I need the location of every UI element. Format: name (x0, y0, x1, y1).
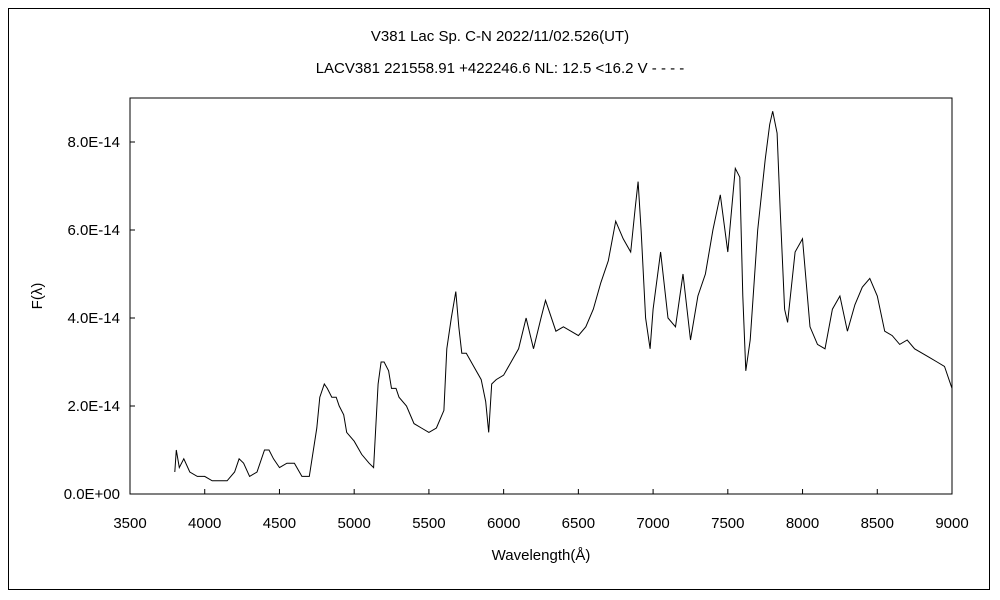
chart-frame (8, 8, 990, 590)
x-axis-label: Wavelength(Å) (492, 547, 591, 564)
x-tick-label: 8000 (786, 515, 819, 532)
x-tick-label: 4500 (263, 515, 296, 532)
plot-area (129, 97, 953, 495)
x-tick-label: 8500 (861, 515, 894, 532)
x-tick-label: 7000 (636, 515, 669, 532)
chart-subtitle: LACV381 221558.91 +422246.6 NL: 12.5 <16… (315, 60, 685, 77)
spectrum-line (174, 111, 953, 482)
y-tick-label: 8.0E-14 (67, 134, 120, 151)
x-tick-label: 7500 (711, 515, 744, 532)
y-tick-label: 2.0E-14 (67, 398, 120, 415)
x-tick-label: 5000 (337, 515, 370, 532)
y-tick-label: 0.0E+00 (64, 486, 120, 503)
x-tick-label: 3500 (113, 515, 146, 532)
x-tick-label: 6500 (562, 515, 595, 532)
x-tick-label: 6000 (487, 515, 520, 532)
y-tick-label: 6.0E-14 (67, 222, 120, 239)
y-tick-label: 4.0E-14 (67, 310, 120, 327)
chart-title: V381 Lac Sp. C-N 2022/11/02.526(UT) (370, 28, 630, 45)
x-tick-label: 5500 (412, 515, 445, 532)
y-axis-label: F(λ) (29, 283, 46, 310)
x-tick-label: 9000 (935, 515, 968, 532)
x-tick-label: 4000 (188, 515, 221, 532)
